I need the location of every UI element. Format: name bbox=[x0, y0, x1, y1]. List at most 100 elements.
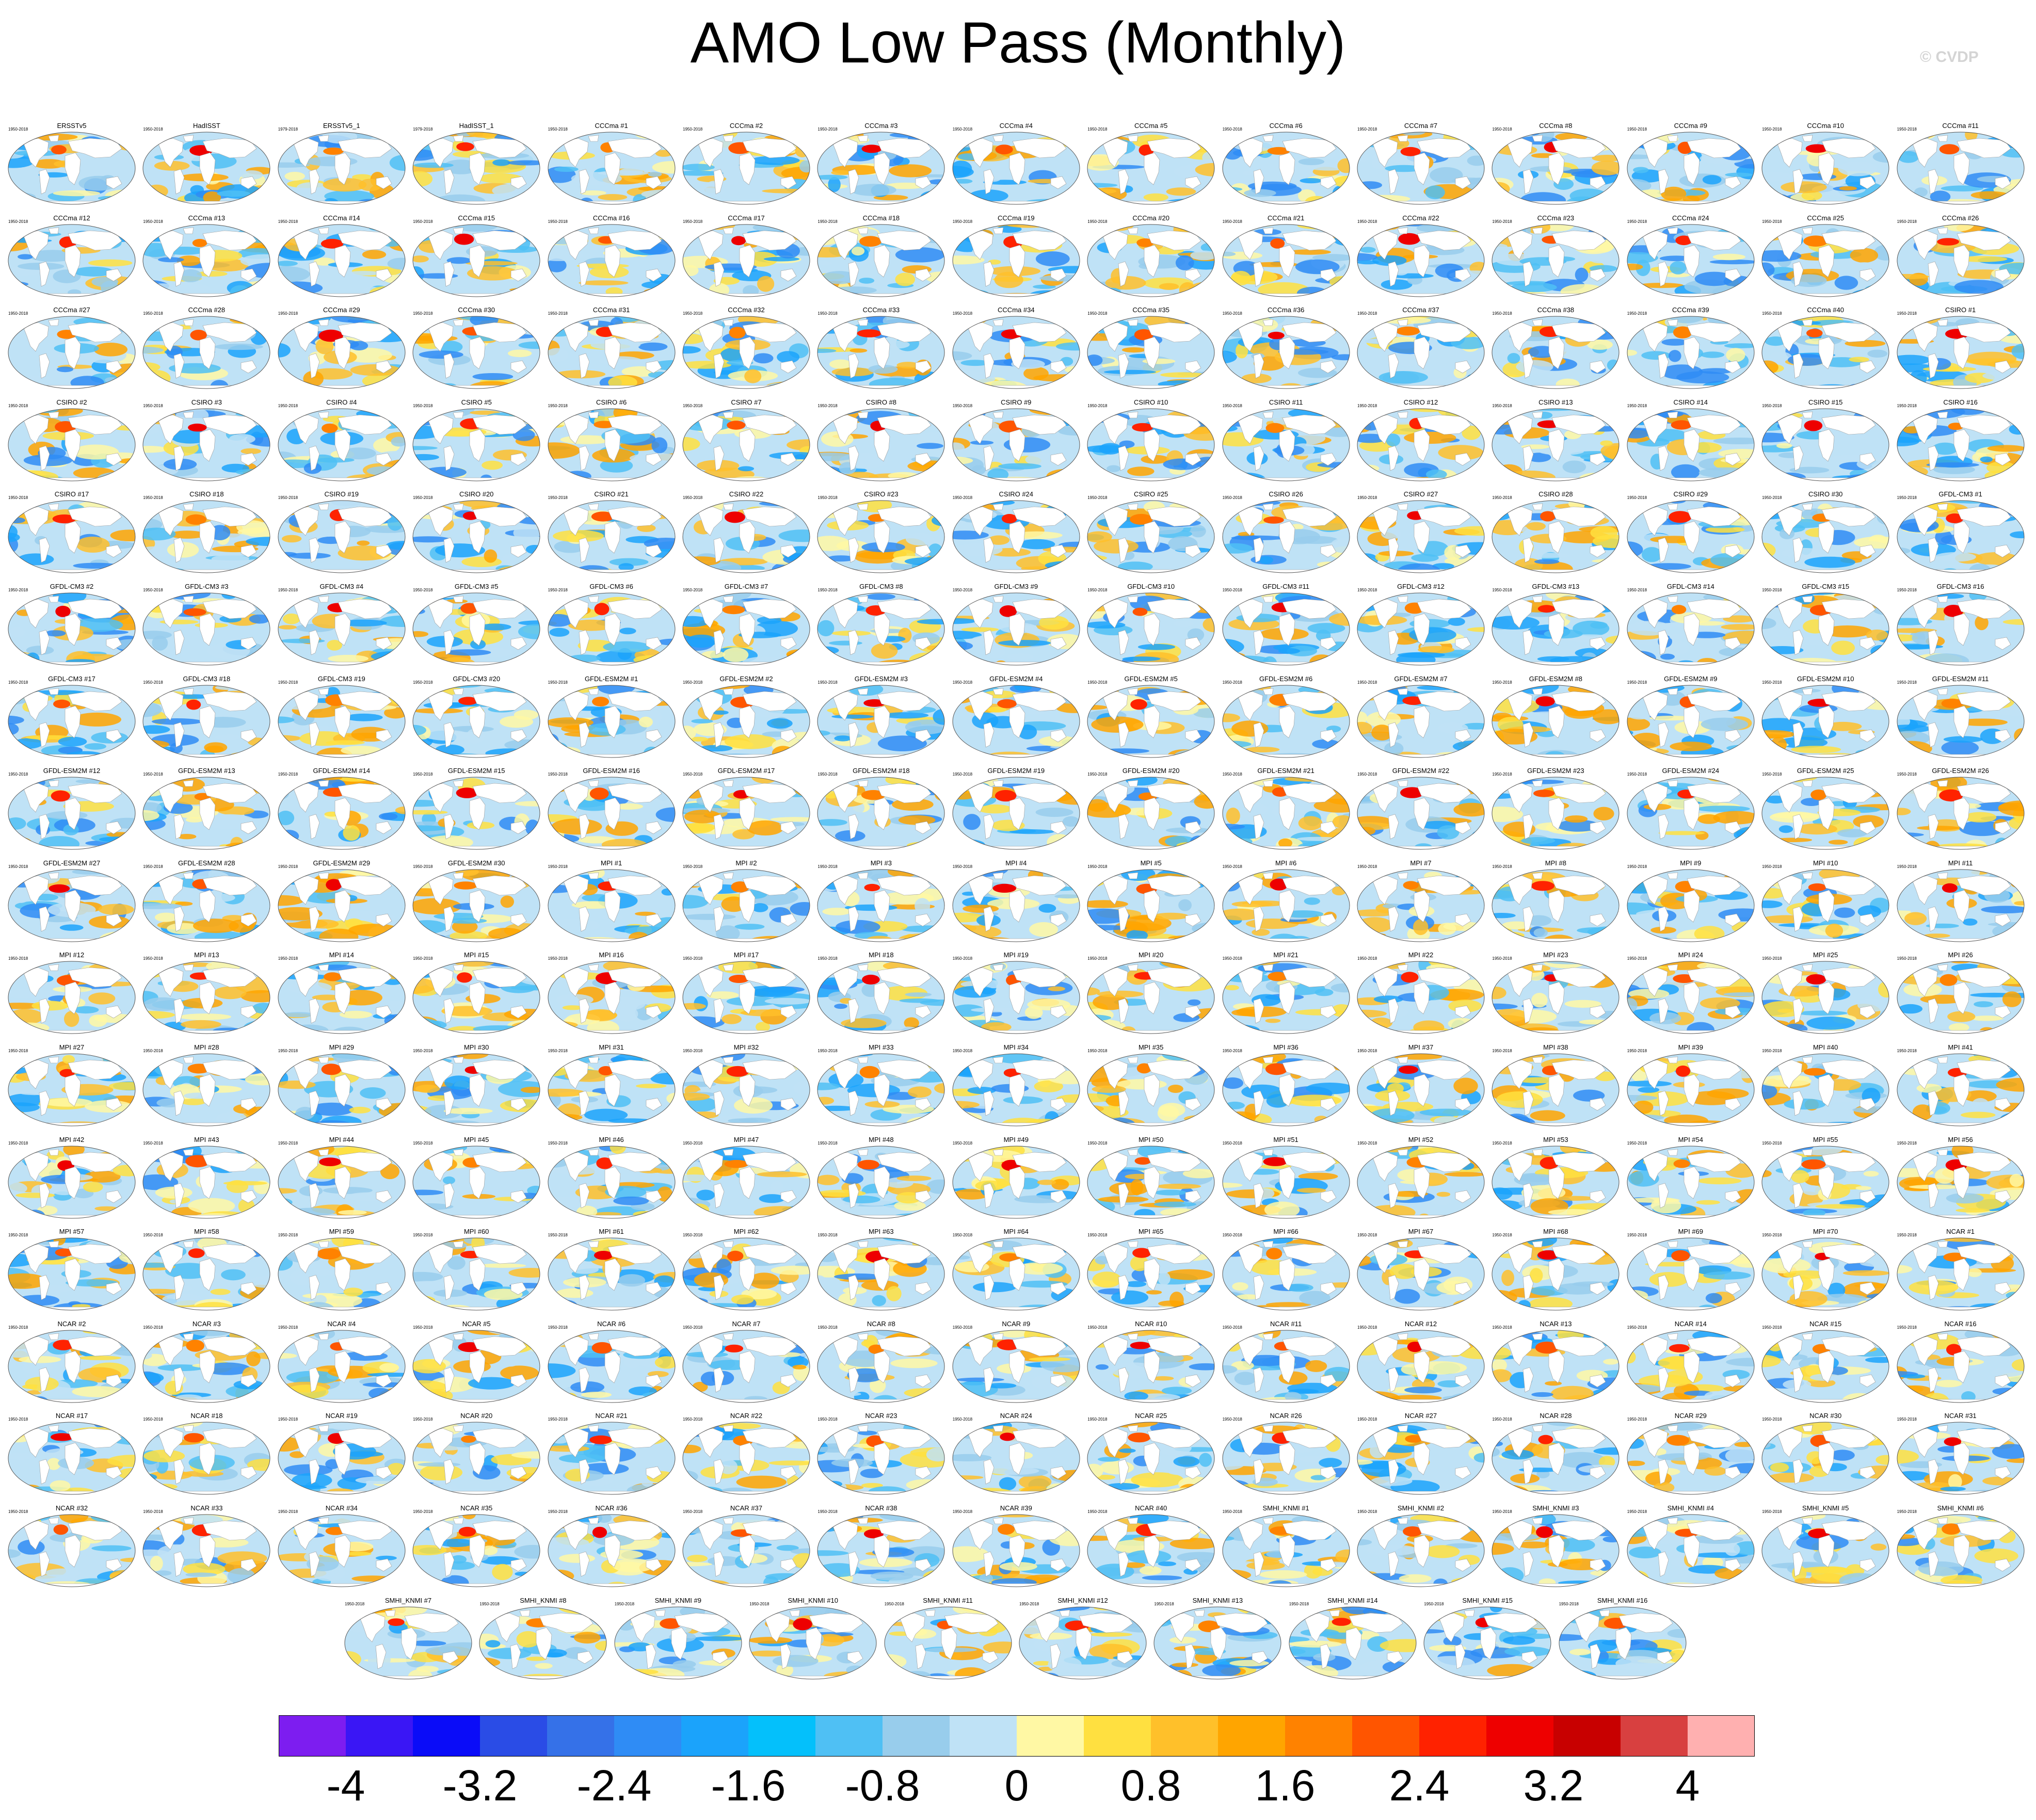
map-panel: CSIRO #10 1950-2018 bbox=[1086, 398, 1215, 484]
sst-map bbox=[1761, 224, 1889, 297]
sst-map bbox=[817, 316, 945, 389]
sst-map bbox=[1492, 592, 1620, 666]
panel-title: CSIRO #20 bbox=[459, 490, 494, 498]
map-panel: CCCma #21 1950-2018 bbox=[1222, 214, 1351, 299]
panel-title: NCAR #32 bbox=[55, 1504, 88, 1512]
map-panel: NCAR #33 1950-2018 bbox=[142, 1504, 271, 1589]
sst-map bbox=[8, 685, 136, 758]
panel-title: MPI #56 bbox=[1948, 1135, 1973, 1143]
panel-years: 1950-2018 bbox=[1627, 1233, 1647, 1238]
panel-title: GFDL-ESM2M #27 bbox=[43, 859, 101, 867]
colorbar-swatch bbox=[883, 1715, 950, 1757]
panel-years: 1950-2018 bbox=[1087, 588, 1108, 592]
colorbar-tick-label: 3.2 bbox=[1523, 1761, 1584, 1810]
map-panel: CCCma #27 1950-2018 bbox=[7, 306, 136, 391]
panel-title: MPI #28 bbox=[194, 1043, 219, 1051]
panel-title: MPI #66 bbox=[1273, 1228, 1298, 1236]
panel-years: 1950-2018 bbox=[479, 1601, 500, 1606]
colorbar-tick-label: 0.8 bbox=[1120, 1761, 1181, 1810]
sst-map bbox=[1897, 224, 2025, 297]
map-panel: CCCma #16 1950-2018 bbox=[547, 214, 676, 299]
map-panel: CSIRO #2 1950-2018 bbox=[7, 398, 136, 484]
sst-map bbox=[1492, 1422, 1620, 1495]
map-panel: GFDL-ESM2M #27 1950-2018 bbox=[7, 859, 136, 944]
sst-map bbox=[8, 1053, 136, 1126]
colorbar-swatch bbox=[346, 1715, 413, 1757]
sst-map bbox=[749, 1606, 877, 1680]
sst-map bbox=[1492, 1237, 1620, 1311]
panel-years: 1950-2018 bbox=[8, 403, 28, 408]
panel-years: 1950-2018 bbox=[1357, 588, 1377, 592]
map-panel: CSIRO #13 1950-2018 bbox=[1491, 398, 1620, 484]
panel-title: NCAR #8 bbox=[867, 1319, 895, 1328]
panel-title: MPI #17 bbox=[733, 951, 759, 959]
sst-map bbox=[1559, 1606, 1687, 1680]
sst-map bbox=[142, 1146, 270, 1219]
panel-title: CCCma #33 bbox=[862, 306, 900, 314]
panel-years: 1950-2018 bbox=[1897, 956, 1917, 961]
map-panel: CSIRO #25 1950-2018 bbox=[1086, 490, 1215, 575]
panel-years: 1950-2018 bbox=[1627, 311, 1647, 316]
sst-map bbox=[1492, 500, 1620, 573]
map-panel: MPI #12 1950-2018 bbox=[7, 951, 136, 1036]
panel-years: 1950-2018 bbox=[683, 1417, 703, 1422]
sst-map bbox=[142, 500, 270, 573]
map-panel: NCAR #3 1950-2018 bbox=[142, 1320, 271, 1405]
panel-years: 1950-2018 bbox=[952, 1049, 973, 1053]
panel-years: 1950-2018 bbox=[817, 219, 838, 224]
panel-years: 1950-2018 bbox=[1087, 1233, 1108, 1238]
panel-years: 1950-2018 bbox=[548, 680, 568, 685]
sst-map bbox=[278, 685, 406, 758]
sst-map bbox=[8, 961, 136, 1034]
colorbar-tick-label: -2.4 bbox=[576, 1761, 652, 1810]
map-panel: GFDL-CM3 #18 1950-2018 bbox=[142, 675, 271, 760]
sst-map bbox=[1222, 1422, 1350, 1495]
panel-years: 1950-2018 bbox=[1762, 1417, 1782, 1422]
panel-title: NCAR #26 bbox=[1270, 1412, 1302, 1420]
panel-title: CSIRO #26 bbox=[1269, 490, 1303, 498]
copyright-watermark: © CVDP bbox=[1920, 49, 1979, 66]
panel-title: MPI #58 bbox=[194, 1228, 219, 1236]
sst-map bbox=[142, 592, 270, 666]
panel-years: 1950-2018 bbox=[143, 956, 163, 961]
map-panel: CSIRO #4 1950-2018 bbox=[277, 398, 406, 484]
map-panel: MPI #37 1950-2018 bbox=[1356, 1043, 1485, 1129]
sst-map bbox=[142, 1422, 270, 1495]
sst-map bbox=[682, 408, 810, 481]
panel-title: SMHI_KNMI #16 bbox=[1597, 1596, 1648, 1604]
panel-title: CSIRO #2 bbox=[56, 398, 87, 406]
panel-years: 1950-2018 bbox=[548, 1049, 568, 1053]
panel-years: 1950-2018 bbox=[1222, 864, 1242, 869]
sst-map bbox=[1222, 408, 1350, 481]
panel-years: 1950-2018 bbox=[1762, 864, 1782, 869]
sst-map bbox=[1357, 685, 1485, 758]
panel-title: SMHI_KNMI #14 bbox=[1327, 1596, 1378, 1604]
sst-map bbox=[1897, 592, 2025, 666]
map-panel: CSIRO #21 1950-2018 bbox=[547, 490, 676, 575]
map-panel: NCAR #5 1950-2018 bbox=[412, 1320, 541, 1405]
figure-title: AMO Low Pass (Monthly) bbox=[690, 10, 1346, 75]
sst-map bbox=[952, 500, 1080, 573]
map-panel: MPI #44 1950-2018 bbox=[277, 1136, 406, 1221]
sst-map bbox=[8, 1237, 136, 1311]
panel-title: CCCma #14 bbox=[323, 214, 360, 222]
panel-years: 1950-2018 bbox=[1897, 1509, 1917, 1514]
panel-years: 1950-2018 bbox=[548, 403, 568, 408]
sst-map bbox=[1357, 500, 1485, 573]
sst-map bbox=[1897, 1330, 2025, 1403]
panel-title: CCCma #31 bbox=[592, 306, 630, 314]
sst-map bbox=[1357, 592, 1485, 666]
panel-years: 1950-2018 bbox=[143, 680, 163, 685]
panel-years: 1950-2018 bbox=[1627, 1417, 1647, 1422]
panel-title: GFDL-CM3 #1 bbox=[1938, 490, 1982, 498]
panel-title: MPI #61 bbox=[599, 1228, 624, 1236]
map-panel: MPI #36 1950-2018 bbox=[1222, 1043, 1351, 1129]
map-panel: SMHI_KNMI #8 1950-2018 bbox=[478, 1597, 607, 1682]
panel-years: 1950-2018 bbox=[1222, 219, 1242, 224]
panel-years: 1950-2018 bbox=[1087, 219, 1108, 224]
panel-years: 1950-2018 bbox=[278, 864, 298, 869]
map-panel: GFDL-ESM2M #24 1950-2018 bbox=[1626, 767, 1755, 852]
map-panel: MPI #42 1950-2018 bbox=[7, 1136, 136, 1221]
sst-map bbox=[1357, 1330, 1485, 1403]
map-panel: CCCma #6 1950-2018 bbox=[1222, 122, 1351, 207]
